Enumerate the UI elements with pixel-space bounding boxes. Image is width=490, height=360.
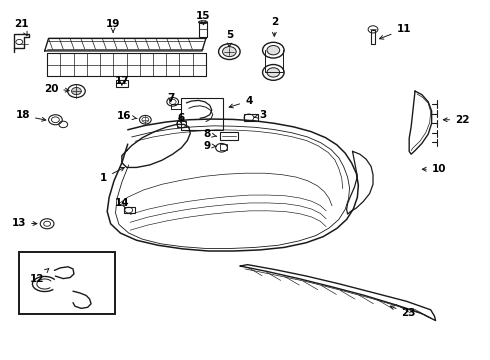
Bar bbox=[19, 252, 115, 315]
Text: 16: 16 bbox=[117, 111, 137, 121]
Circle shape bbox=[222, 46, 236, 57]
Circle shape bbox=[267, 68, 280, 77]
Text: 8: 8 bbox=[203, 129, 217, 139]
Bar bbox=[244, 114, 258, 121]
Text: 22: 22 bbox=[443, 115, 469, 125]
Text: 19: 19 bbox=[106, 19, 120, 32]
Text: 18: 18 bbox=[16, 111, 46, 121]
Text: 12: 12 bbox=[30, 269, 49, 284]
Text: 1: 1 bbox=[100, 167, 124, 183]
Text: 13: 13 bbox=[12, 218, 37, 228]
Bar bbox=[220, 132, 238, 140]
Text: 7: 7 bbox=[167, 93, 174, 103]
Circle shape bbox=[267, 45, 280, 55]
Bar bbox=[181, 98, 223, 130]
Text: 10: 10 bbox=[422, 164, 446, 174]
Text: 6: 6 bbox=[177, 113, 184, 123]
Circle shape bbox=[72, 87, 81, 95]
Bar bbox=[176, 121, 186, 127]
Text: 2: 2 bbox=[270, 17, 278, 36]
Text: 9: 9 bbox=[204, 140, 217, 150]
Bar bbox=[124, 207, 135, 213]
Bar bbox=[220, 144, 227, 150]
Text: 3: 3 bbox=[254, 111, 267, 121]
Bar bbox=[198, 22, 207, 37]
Text: 4: 4 bbox=[229, 96, 252, 108]
Bar bbox=[371, 30, 375, 44]
Text: 14: 14 bbox=[115, 198, 129, 208]
Bar bbox=[116, 80, 128, 87]
Bar bbox=[171, 104, 181, 109]
Text: 20: 20 bbox=[44, 84, 69, 94]
Text: 11: 11 bbox=[380, 24, 411, 39]
Text: 5: 5 bbox=[226, 30, 233, 47]
Text: 15: 15 bbox=[196, 11, 211, 25]
Text: 21: 21 bbox=[14, 19, 28, 36]
Text: 17: 17 bbox=[115, 76, 129, 86]
Text: 23: 23 bbox=[391, 306, 416, 318]
Bar bbox=[19, 252, 115, 315]
